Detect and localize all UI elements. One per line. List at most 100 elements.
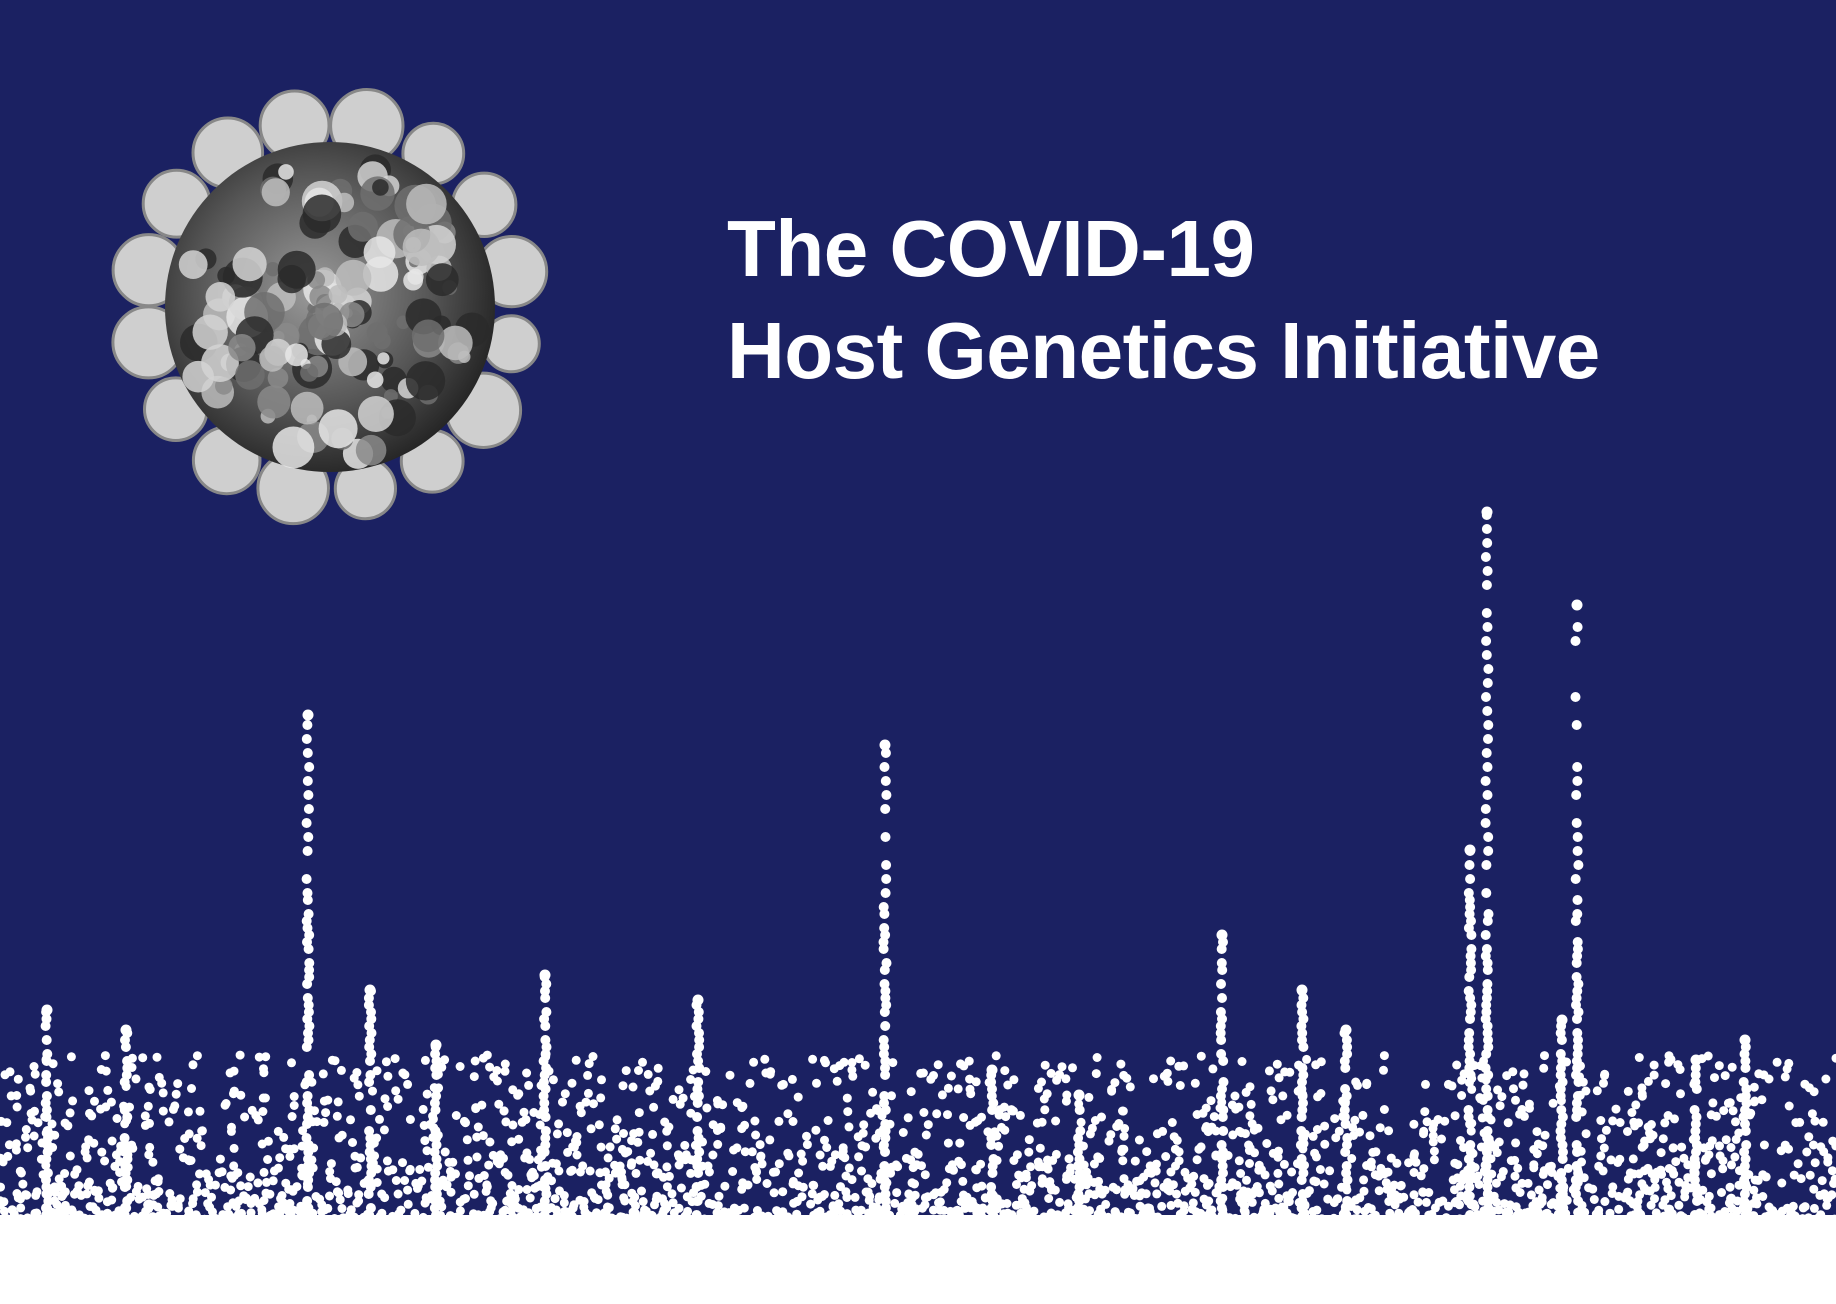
plot-point bbox=[1278, 1091, 1288, 1101]
plot-point bbox=[1764, 1202, 1774, 1212]
plot-point bbox=[783, 1109, 793, 1119]
plot-point bbox=[1216, 958, 1227, 968]
plot-point bbox=[1234, 1102, 1244, 1112]
plot-point bbox=[650, 1200, 659, 1210]
plot-point bbox=[1242, 1175, 1251, 1185]
plot-point bbox=[1464, 1028, 1475, 1038]
plot-point bbox=[1483, 1203, 1494, 1213]
plot-point bbox=[626, 1160, 636, 1170]
plot-point bbox=[1358, 1110, 1368, 1120]
plot-point bbox=[1481, 692, 1491, 702]
plot-point bbox=[259, 1064, 268, 1074]
plot-point bbox=[43, 1220, 53, 1230]
plot-point bbox=[1540, 1130, 1550, 1140]
plot-point bbox=[455, 1197, 465, 1207]
plot-point bbox=[1311, 1152, 1321, 1162]
plot-point bbox=[257, 1139, 267, 1149]
plot-point bbox=[94, 1193, 104, 1203]
plot-point bbox=[122, 1063, 133, 1073]
plot-point bbox=[1180, 1167, 1190, 1177]
plot-point bbox=[363, 1000, 374, 1010]
plot-point bbox=[1167, 1220, 1177, 1230]
plot-point bbox=[1668, 1143, 1678, 1153]
plot-point bbox=[1450, 1111, 1460, 1121]
plot-point bbox=[227, 1173, 237, 1183]
plot-point bbox=[364, 984, 376, 996]
plot-point bbox=[986, 1077, 997, 1087]
plot-point bbox=[945, 1206, 955, 1216]
plot-point bbox=[500, 1059, 510, 1069]
plot-point bbox=[100, 1051, 110, 1061]
plot-point bbox=[594, 1120, 604, 1130]
plot-point bbox=[1117, 1144, 1127, 1154]
plot-point bbox=[1650, 1175, 1660, 1185]
plot-point bbox=[943, 1083, 953, 1093]
plot-point bbox=[920, 1170, 930, 1180]
plot-point bbox=[455, 1206, 465, 1216]
plot-point bbox=[601, 1212, 611, 1222]
plot-point bbox=[1091, 1069, 1101, 1079]
plot-point bbox=[366, 1168, 377, 1178]
plot-point bbox=[377, 1189, 387, 1199]
plot-point bbox=[1347, 1154, 1357, 1163]
plot-point bbox=[963, 1198, 973, 1208]
plot-point bbox=[1245, 1111, 1255, 1121]
plot-point bbox=[880, 748, 891, 758]
plot-point bbox=[1277, 1218, 1287, 1228]
plot-point bbox=[301, 818, 312, 828]
plot-point bbox=[1512, 1211, 1522, 1220]
plot-point bbox=[1556, 1168, 1567, 1178]
plot-point bbox=[1634, 1053, 1644, 1062]
plot-point bbox=[1496, 1172, 1506, 1182]
plot-point bbox=[1485, 1220, 1495, 1230]
plot-point bbox=[1482, 1105, 1493, 1115]
plot-point bbox=[1276, 1115, 1286, 1125]
plot-point bbox=[637, 1186, 646, 1196]
plot-point bbox=[1198, 1108, 1208, 1118]
plot-point bbox=[568, 1202, 578, 1212]
plot-point bbox=[1216, 1049, 1227, 1059]
plot-point bbox=[784, 1151, 794, 1161]
plot-point bbox=[1046, 1068, 1056, 1078]
plot-point bbox=[41, 1070, 52, 1080]
plot-point bbox=[621, 1066, 631, 1076]
plot-point bbox=[484, 1160, 494, 1170]
plot-point bbox=[552, 1210, 562, 1220]
plot-point bbox=[295, 1213, 305, 1223]
plot-point bbox=[1482, 965, 1493, 975]
plot-point bbox=[737, 1220, 747, 1230]
plot-point bbox=[1443, 1079, 1453, 1089]
virus-surface bbox=[201, 344, 239, 382]
plot-point bbox=[550, 1194, 560, 1204]
plot-point bbox=[871, 1220, 881, 1230]
plot-point bbox=[444, 1157, 454, 1167]
plot-point bbox=[878, 1035, 889, 1045]
plot-point bbox=[463, 1155, 473, 1165]
plot-point bbox=[301, 734, 312, 744]
plot-point bbox=[1215, 1028, 1226, 1038]
plot-point bbox=[304, 762, 315, 772]
plot-point bbox=[337, 1204, 347, 1213]
plot-point bbox=[559, 1198, 569, 1208]
plot-point bbox=[1572, 762, 1583, 772]
plot-point bbox=[10, 1213, 20, 1223]
plot-point bbox=[1572, 1049, 1583, 1059]
plot-point bbox=[810, 1220, 820, 1230]
plot-point bbox=[571, 1055, 581, 1065]
plot-point bbox=[1784, 1144, 1793, 1154]
plot-point bbox=[0, 1116, 6, 1126]
plot-point bbox=[1727, 1160, 1736, 1170]
plot-point bbox=[1450, 1185, 1459, 1195]
plot-point bbox=[1312, 1125, 1322, 1134]
plot-point bbox=[624, 1220, 634, 1230]
plot-point bbox=[1267, 1186, 1277, 1196]
plot-point bbox=[539, 1105, 550, 1115]
plot-point bbox=[390, 1054, 400, 1064]
plot-point bbox=[819, 1190, 829, 1199]
plot-point bbox=[929, 1220, 939, 1230]
plot-point bbox=[728, 1167, 738, 1176]
plot-point bbox=[1482, 979, 1493, 989]
plot-point bbox=[1190, 1078, 1200, 1088]
plot-point bbox=[21, 1125, 31, 1134]
virus-surface bbox=[278, 164, 294, 180]
